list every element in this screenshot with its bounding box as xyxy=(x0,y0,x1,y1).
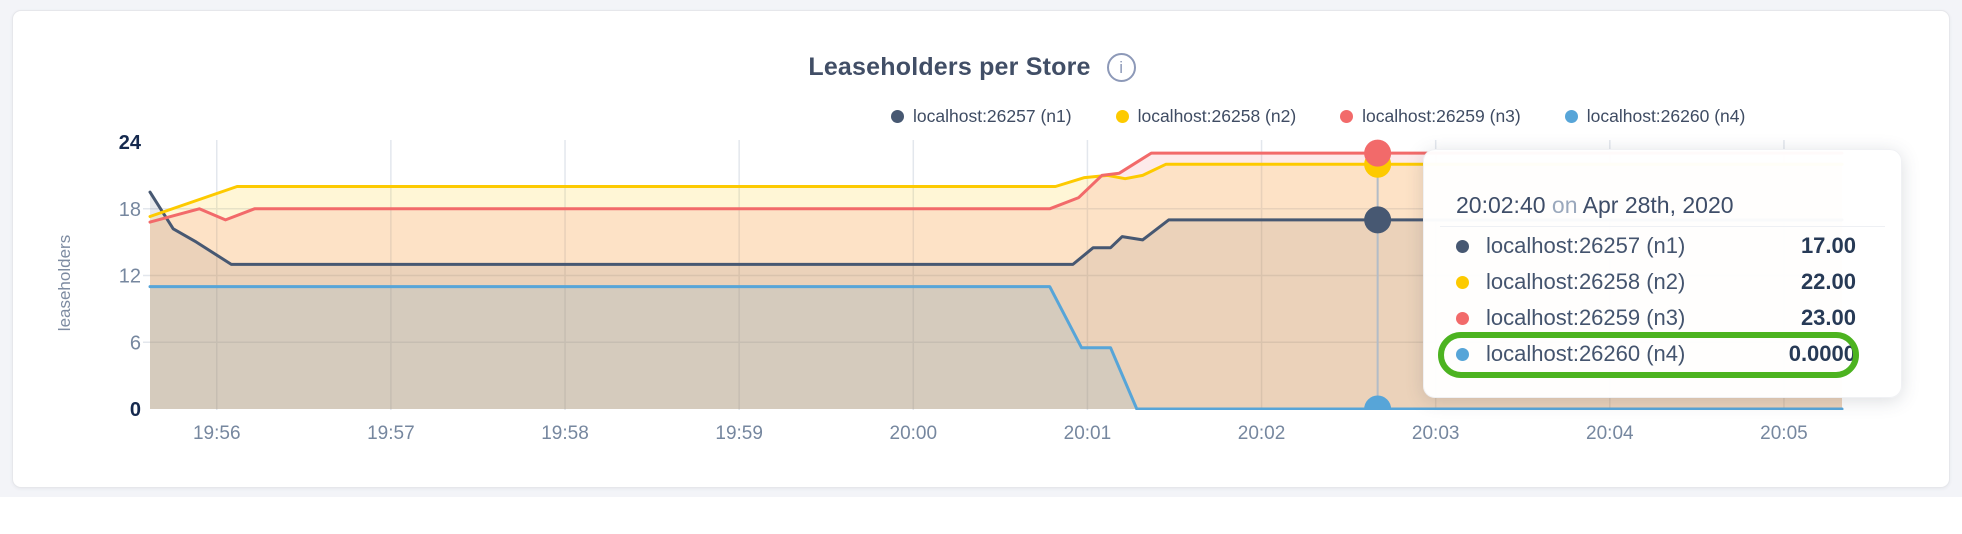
legend-dot-icon xyxy=(1340,110,1354,123)
svg-text:12: 12 xyxy=(119,266,141,288)
tooltip-time: 20:02:40 xyxy=(1456,192,1546,218)
tooltip-row-n4-highlighted: localhost:26260 (n4) 0.0000 xyxy=(1456,336,1856,372)
tooltip-separator: on xyxy=(1551,192,1578,218)
tooltip-row-n1: localhost:26257 (n1) 17.00 xyxy=(1456,228,1856,264)
chart-header: Leaseholders per Store i xyxy=(0,53,1953,82)
series-dot-icon xyxy=(1456,347,1469,361)
series-name: localhost:26257 (n1) xyxy=(1486,233,1686,258)
legend-label: localhost:26258 (n2) xyxy=(1137,106,1297,126)
page-title: Leaseholders per Store xyxy=(808,53,1091,81)
info-icon[interactable]: i xyxy=(1106,53,1136,82)
svg-text:19:58: 19:58 xyxy=(541,423,589,444)
series-name: localhost:26260 (n4) xyxy=(1486,341,1686,366)
tooltip-rows: localhost:26257 (n1) 17.00 localhost:262… xyxy=(1456,228,1856,372)
svg-text:6: 6 xyxy=(130,332,141,354)
tooltip-timestamp: 20:02:40 on Apr 28th, 2020 xyxy=(1456,192,1734,219)
series-dot-icon xyxy=(1456,239,1469,253)
svg-text:20:05: 20:05 xyxy=(1760,423,1808,444)
series-name: localhost:26258 (n2) xyxy=(1486,269,1686,294)
series-value: 22.00 xyxy=(1800,269,1856,294)
svg-text:19:59: 19:59 xyxy=(715,423,763,444)
legend-item-n2[interactable]: localhost:26258 (n2) xyxy=(1115,106,1297,127)
svg-text:20:02: 20:02 xyxy=(1238,423,1286,444)
legend-dot-icon xyxy=(891,110,904,123)
series-value: 17.00 xyxy=(1800,233,1856,258)
series-value: 23.00 xyxy=(1800,305,1856,330)
legend-dot-icon xyxy=(1115,110,1129,123)
chart-tooltip: 20:02:40 on Apr 28th, 2020 localhost:262… xyxy=(1423,149,1902,398)
chart-legend: localhost:26257 (n1) localhost:26258 (n2… xyxy=(891,106,1745,127)
legend-dot-icon xyxy=(1564,110,1578,123)
tooltip-date: Apr 28th, 2020 xyxy=(1582,192,1734,218)
svg-text:18: 18 xyxy=(119,199,141,221)
tooltip-row-n2: localhost:26258 (n2) 22.00 xyxy=(1456,264,1856,300)
series-dot-icon xyxy=(1456,311,1469,325)
svg-text:20:01: 20:01 xyxy=(1064,423,1112,444)
series-dot-icon xyxy=(1456,275,1469,289)
svg-text:20:00: 20:00 xyxy=(890,423,938,444)
legend-label: localhost:26259 (n3) xyxy=(1362,106,1521,126)
tooltip-row-n3: localhost:26259 (n3) 23.00 xyxy=(1456,300,1856,336)
svg-text:19:56: 19:56 xyxy=(193,423,241,444)
svg-text:20:04: 20:04 xyxy=(1586,423,1634,444)
legend-item-n4[interactable]: localhost:26260 (n4) xyxy=(1564,106,1746,127)
series-value: 0.0000 xyxy=(1788,341,1856,366)
legend-label: localhost:26260 (n4) xyxy=(1586,106,1746,126)
svg-text:0: 0 xyxy=(130,399,141,421)
legend-item-n3[interactable]: localhost:26259 (n3) xyxy=(1340,106,1521,127)
svg-text:20:03: 20:03 xyxy=(1412,423,1460,444)
legend-item-n1[interactable]: localhost:26257 (n1) xyxy=(891,106,1072,127)
legend-label: localhost:26257 (n1) xyxy=(913,106,1072,126)
tooltip-divider xyxy=(1440,226,1885,227)
svg-text:24: 24 xyxy=(119,132,142,154)
svg-text:19:57: 19:57 xyxy=(367,423,415,444)
series-name: localhost:26259 (n3) xyxy=(1486,305,1686,330)
